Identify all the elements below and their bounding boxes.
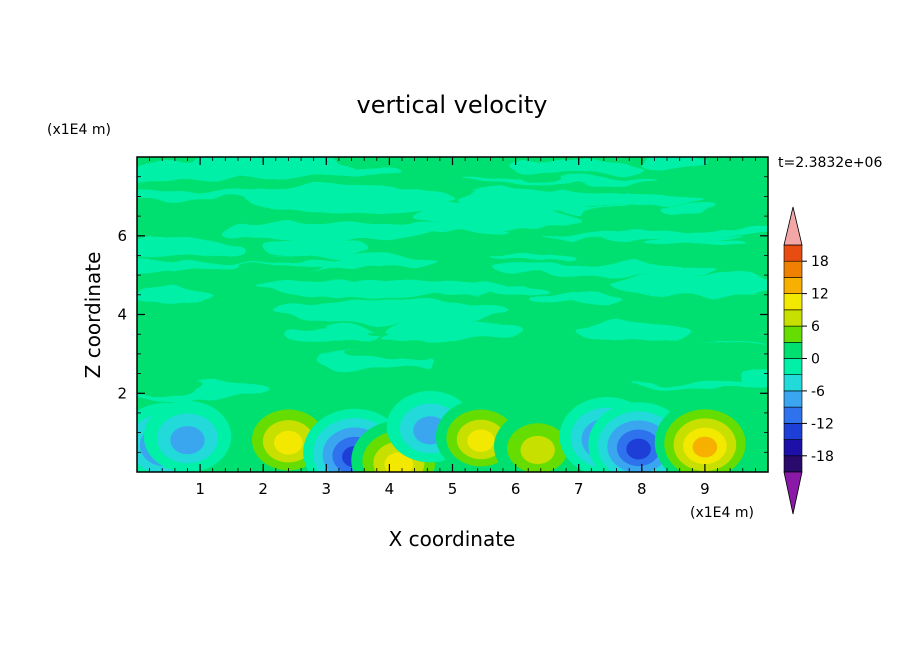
- texture-band: [494, 262, 717, 276]
- chart-title: vertical velocity: [357, 91, 548, 119]
- texture-band: [528, 294, 623, 304]
- y-unit-label: (x1E4 m): [47, 122, 111, 138]
- colorbar-tick-label: 0: [811, 352, 820, 368]
- contour-ring: [274, 430, 303, 455]
- texture-band: [137, 238, 243, 257]
- texture-band: [263, 238, 369, 257]
- colorbar-over-arrow: [783, 206, 803, 246]
- texture-band: [610, 273, 768, 297]
- colorbar: 18 12 6 0 -6 -12 -18: [783, 206, 834, 515]
- velocity-feature: [143, 400, 232, 472]
- velocity-feature: [654, 400, 756, 472]
- axis-ticks: 1 2 3 4 5 6 7 8 9 2 4 6: [117, 157, 769, 498]
- texture-band: [659, 204, 721, 215]
- texture-band: [148, 254, 338, 263]
- x-unit-label: (x1E4 m): [690, 505, 754, 521]
- colorbar-swatch: [783, 325, 803, 343]
- colorbar-tick-label: -18: [811, 449, 834, 465]
- texture-band: [137, 354, 323, 362]
- x-tick-label: 4: [385, 480, 395, 498]
- colorbar-tick-label: 6: [811, 319, 820, 335]
- texture-band: [562, 342, 768, 356]
- colorbar-tick-label: -12: [811, 416, 834, 432]
- contour-ring: [384, 452, 414, 472]
- x-axis-label: X coordinate: [389, 527, 516, 551]
- colorbar-swatch: [783, 358, 803, 376]
- texture-band: [379, 330, 488, 342]
- x-tick-label: 7: [574, 480, 584, 498]
- texture-band: [456, 270, 581, 288]
- texture-band: [660, 366, 768, 375]
- texture-band: [506, 192, 705, 207]
- plot-area: 1 2 3 4 5 6 7 8 9 2 4 6: [117, 156, 769, 498]
- texture-band: [520, 172, 562, 183]
- x-tick-label: 8: [637, 480, 647, 498]
- x-tick-label: 5: [448, 480, 458, 498]
- contour-ring: [520, 435, 555, 465]
- x-tick-label: 6: [511, 480, 521, 498]
- velocity-feature: [494, 410, 582, 472]
- colorbar-swatch: [783, 390, 803, 408]
- texture-band: [137, 191, 279, 200]
- colorbar-swatch: [783, 455, 803, 473]
- colorbar-swatch: [783, 293, 803, 311]
- texture-band: [414, 209, 580, 228]
- y-tick-label: 4: [117, 306, 127, 324]
- colorbar-swatch: [783, 423, 803, 440]
- colorbar-swatch: [783, 439, 803, 457]
- contour-ring: [170, 426, 205, 455]
- texture-band: [218, 222, 439, 240]
- texture-band: [258, 280, 510, 297]
- colorbar-under-arrow: [783, 471, 803, 515]
- colorbar-swatch: [783, 309, 803, 327]
- texture-band: [541, 232, 743, 240]
- background-texture: [137, 157, 768, 401]
- colorbar-tick-label: 18: [811, 254, 829, 270]
- texture-band: [488, 252, 574, 260]
- texture-band: [638, 157, 709, 169]
- texture-band: [287, 340, 335, 355]
- colorbar-swatch: [783, 341, 803, 359]
- x-tick-label: 9: [700, 480, 710, 498]
- time-label: t=2.3832e+06: [778, 155, 882, 171]
- velocity-features: [137, 391, 756, 472]
- x-tick-label: 1: [195, 480, 205, 498]
- x-tick-label: 3: [322, 480, 332, 498]
- colorbar-tick-label: 12: [811, 287, 829, 303]
- x-tick-label: 2: [258, 480, 268, 498]
- y-axis-label: Z coordinate: [81, 252, 105, 379]
- texture-band: [510, 160, 642, 175]
- texture-band: [345, 348, 445, 359]
- contour-ring: [467, 429, 495, 452]
- texture-band: [137, 286, 213, 305]
- texture-band: [642, 295, 768, 315]
- colorbar-swatch: [783, 244, 803, 262]
- colorbar-tick-label: -6: [811, 384, 825, 400]
- colorbar-swatch: [783, 406, 803, 424]
- texture-band: [274, 299, 510, 324]
- texture-band: [187, 157, 338, 174]
- texture-band: [643, 238, 746, 247]
- texture-band: [464, 177, 659, 184]
- texture-band: [576, 322, 692, 342]
- colorbar-swatch: [783, 277, 803, 294]
- texture-band: [285, 326, 339, 344]
- contour-ring: [626, 438, 651, 460]
- texture-band: [740, 369, 768, 390]
- texture-band: [288, 194, 354, 205]
- colorbar-swatch: [783, 260, 803, 278]
- y-tick-label: 6: [117, 227, 127, 245]
- texture-band: [634, 381, 768, 389]
- texture-band: [137, 375, 204, 396]
- contour-ring: [692, 436, 718, 458]
- y-tick-label: 2: [117, 384, 127, 402]
- colorbar-swatch: [783, 374, 803, 392]
